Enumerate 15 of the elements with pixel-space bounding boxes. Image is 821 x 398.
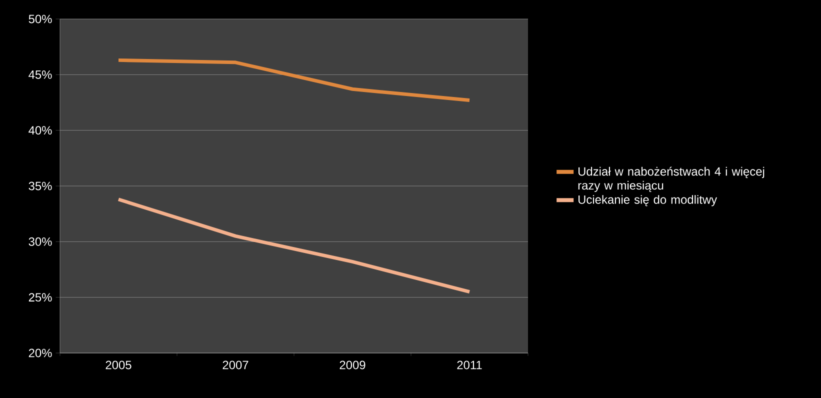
y-tick-label: 30% <box>28 237 52 246</box>
y-tick-label: 20% <box>28 348 52 358</box>
legend-label: Udział w nabożeństwach 4 i więcej razy w miesiącu <box>578 166 764 192</box>
line-series <box>116 198 472 294</box>
x-tick-label: 2009 <box>340 360 366 370</box>
y-tick-label: 40% <box>28 126 52 135</box>
y-tick-label: 50% <box>28 14 52 24</box>
y-tick-label: 25% <box>28 293 52 302</box>
y-tick-label: 35% <box>28 182 52 190</box>
line-series <box>116 58 472 102</box>
x-tick-label: 2007 <box>222 360 248 370</box>
x-tick-label: 2005 <box>106 360 132 370</box>
legend-label: Uciekanie się do modlitwy <box>578 195 718 206</box>
y-tick-label: 45% <box>28 70 52 79</box>
x-tick-label: 2011 <box>457 360 482 370</box>
